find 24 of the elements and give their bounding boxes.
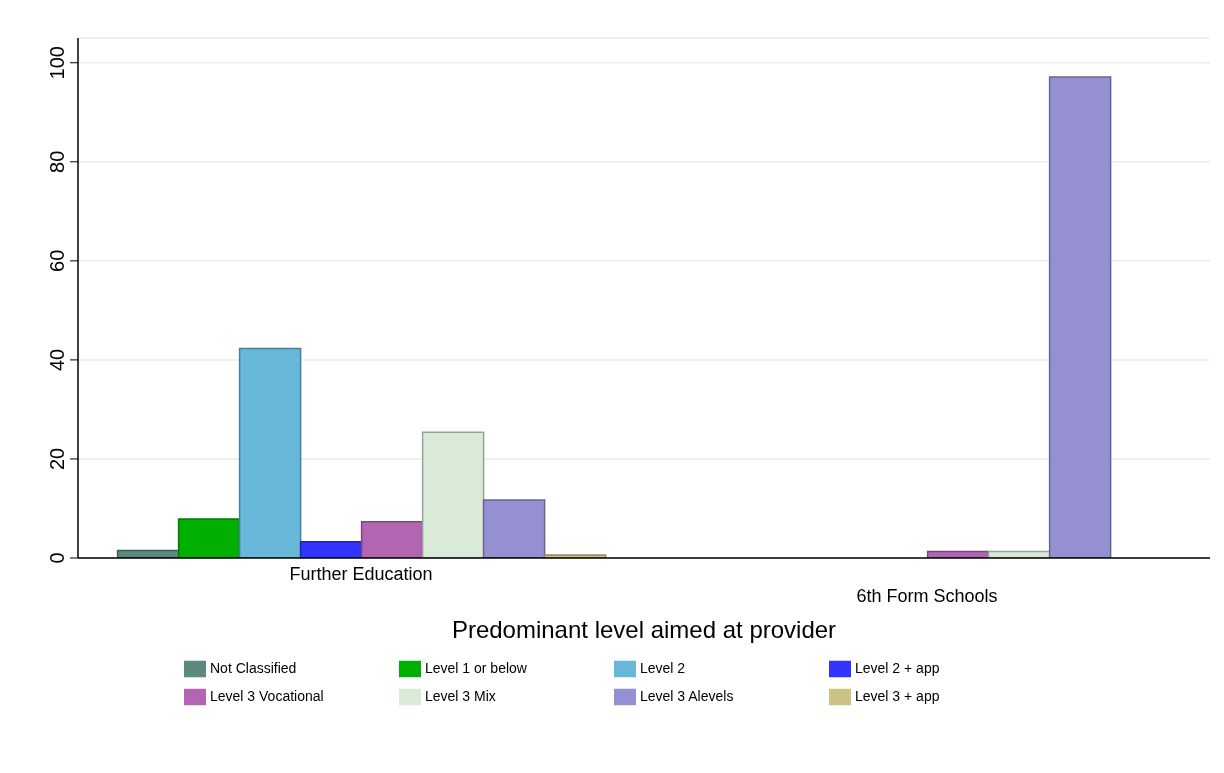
bar (360, 521, 424, 558)
y-tick-label: 0 (46, 552, 68, 564)
legend-label: Level 3 + app (855, 687, 941, 704)
x-axis-title: Predominant level aimed at provider (451, 616, 837, 643)
legend-label: Level 2 + app (855, 659, 941, 676)
legend-label: Level 3 Alevels (640, 687, 735, 704)
y-tick-label: 20 (46, 447, 68, 471)
bar (177, 518, 241, 558)
legend-label: Level 2 (640, 659, 687, 676)
bar (1048, 76, 1112, 558)
legend-label: Level 3 Mix (425, 687, 497, 704)
bar (299, 540, 363, 558)
y-tick-label: 60 (46, 249, 68, 272)
bar (482, 499, 546, 558)
y-tick-label: 80 (46, 150, 68, 173)
legend-label: Not Classified (210, 659, 298, 676)
y-tick-label: 40 (46, 348, 68, 372)
y-tick-label: 100 (46, 46, 68, 80)
x-tick-label: 6th Form Schools (856, 586, 998, 606)
legend-label: Level 3 Vocational (210, 687, 325, 704)
legend-label: Level 1 or below (425, 659, 528, 676)
bar (421, 431, 485, 558)
bar (238, 347, 302, 558)
x-tick-label: Further Education (289, 564, 433, 584)
